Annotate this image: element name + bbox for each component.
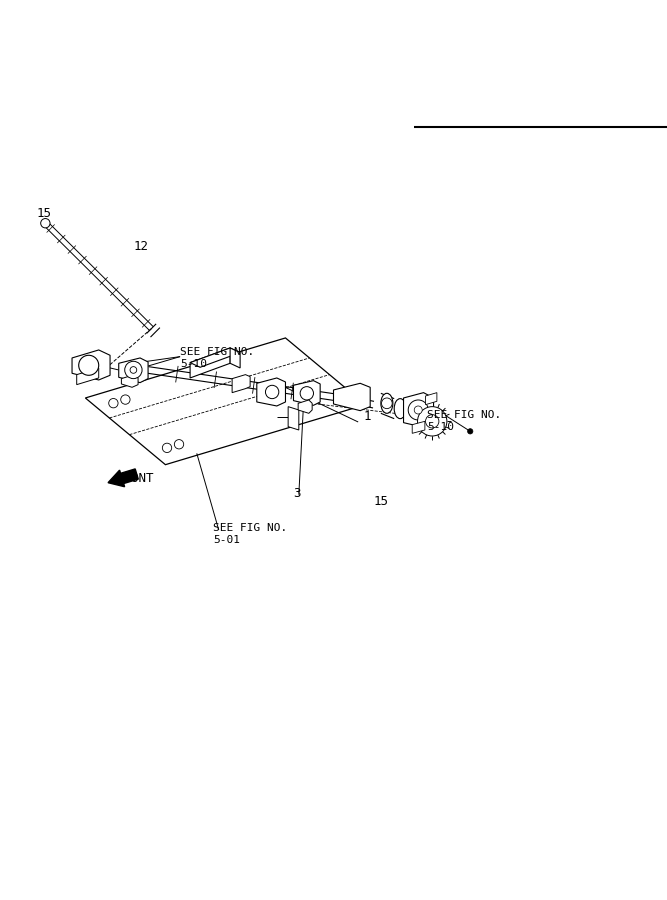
Polygon shape bbox=[230, 348, 240, 368]
Circle shape bbox=[121, 395, 130, 404]
Polygon shape bbox=[190, 348, 230, 378]
Text: 5-01: 5-01 bbox=[213, 536, 240, 545]
Circle shape bbox=[382, 398, 392, 409]
Circle shape bbox=[162, 443, 171, 453]
Circle shape bbox=[130, 366, 137, 373]
Polygon shape bbox=[121, 375, 138, 387]
Circle shape bbox=[418, 407, 447, 436]
Text: 3: 3 bbox=[293, 487, 301, 500]
Text: 5-10: 5-10 bbox=[427, 422, 454, 432]
Text: 15: 15 bbox=[374, 495, 388, 508]
Circle shape bbox=[125, 361, 142, 379]
Polygon shape bbox=[190, 348, 240, 367]
Text: FRONT: FRONT bbox=[117, 472, 154, 485]
Polygon shape bbox=[119, 358, 148, 382]
Polygon shape bbox=[334, 383, 370, 410]
Text: SEE FIG NO.: SEE FIG NO. bbox=[427, 410, 501, 420]
Circle shape bbox=[408, 400, 428, 420]
Text: 12: 12 bbox=[133, 240, 148, 253]
Polygon shape bbox=[77, 368, 99, 384]
Polygon shape bbox=[72, 350, 110, 380]
Circle shape bbox=[41, 219, 50, 228]
Polygon shape bbox=[293, 381, 320, 405]
Polygon shape bbox=[257, 378, 285, 406]
Polygon shape bbox=[426, 392, 437, 405]
Circle shape bbox=[300, 387, 313, 400]
Text: SEE FIG NO.: SEE FIG NO. bbox=[180, 346, 254, 356]
Circle shape bbox=[265, 385, 279, 399]
Polygon shape bbox=[85, 338, 366, 464]
Circle shape bbox=[109, 399, 118, 408]
Circle shape bbox=[174, 439, 183, 449]
Text: 15: 15 bbox=[37, 207, 51, 220]
Circle shape bbox=[414, 406, 422, 414]
Text: 5-10: 5-10 bbox=[180, 358, 207, 369]
Polygon shape bbox=[412, 421, 425, 433]
Polygon shape bbox=[232, 374, 250, 392]
Ellipse shape bbox=[394, 399, 406, 418]
Text: 1: 1 bbox=[364, 410, 371, 423]
Polygon shape bbox=[288, 407, 299, 430]
Ellipse shape bbox=[381, 393, 393, 413]
Polygon shape bbox=[404, 392, 434, 427]
Circle shape bbox=[468, 428, 473, 434]
Circle shape bbox=[426, 415, 439, 428]
Polygon shape bbox=[298, 400, 312, 413]
FancyArrow shape bbox=[108, 469, 138, 487]
Circle shape bbox=[79, 356, 99, 375]
Text: SEE FIG NO.: SEE FIG NO. bbox=[213, 524, 287, 534]
